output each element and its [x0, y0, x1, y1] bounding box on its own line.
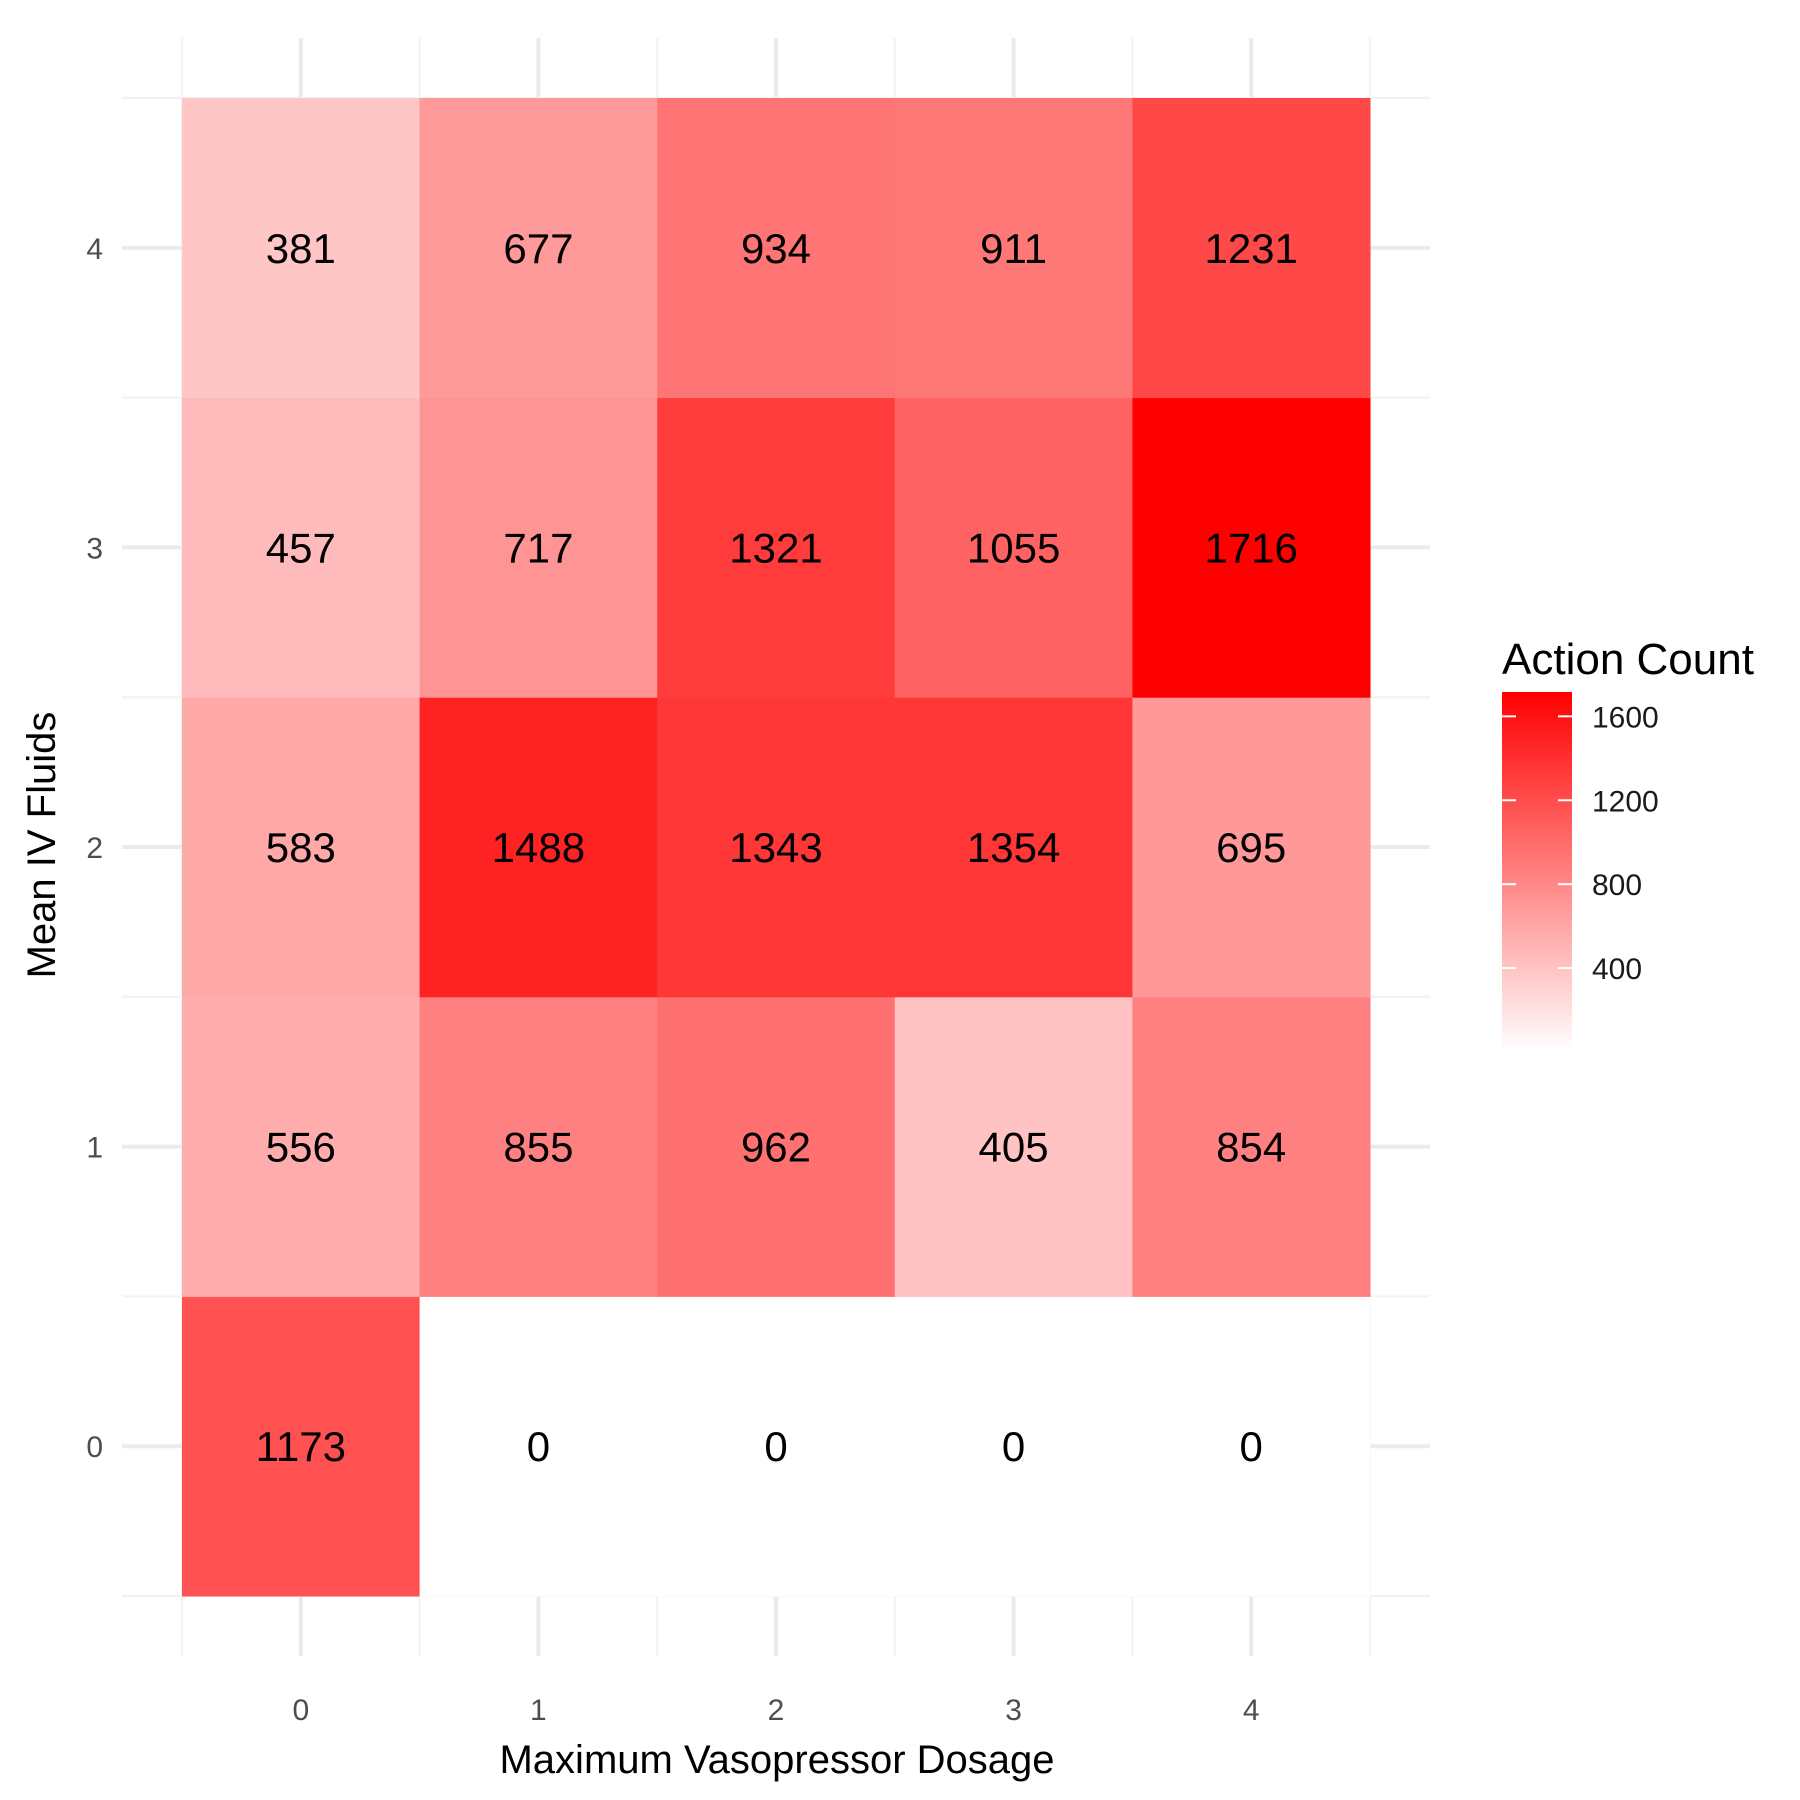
y-tick-label: 0: [86, 1431, 103, 1464]
heatmap-cell: [657, 1296, 896, 1597]
cell-value-label: 854: [1216, 1124, 1286, 1171]
cell-value-label: 962: [741, 1124, 811, 1171]
cell-value-label: 717: [503, 524, 573, 571]
heatmap-cell: [182, 996, 421, 1297]
x-axis-ticks: 0 1 2 3 4: [292, 1694, 1259, 1727]
heatmap-cells: [182, 98, 1371, 1597]
y-tick-label: 2: [86, 832, 103, 865]
heatmap-cell: [1132, 697, 1371, 998]
x-axis-title: Maximum Vasopressor Dosage: [499, 1738, 1054, 1782]
heatmap-cell: [419, 397, 658, 698]
heatmap-cell: [657, 996, 896, 1297]
y-tick-label: 3: [86, 532, 103, 565]
heatmap-cell: [182, 697, 421, 998]
heatmap-cell: [182, 98, 421, 399]
heatmap-cell: [894, 996, 1133, 1297]
cell-value-label: 457: [266, 524, 336, 571]
cell-value-labels: 1173 0 0 0 0 556 855 962 405 854 583 1488 1343 1354 69…: [256, 225, 1298, 1470]
legend-tick-label: 1600: [1592, 701, 1659, 734]
heatmap-cell: [1132, 996, 1371, 1297]
cell-value-label: 0: [527, 1423, 550, 1470]
cell-value-label: 381: [266, 225, 336, 272]
heatmap-cell: [1132, 98, 1371, 399]
heatmap-cell: [894, 1296, 1133, 1597]
x-tick-label: 2: [768, 1694, 785, 1727]
y-axis-ticks: 0 1 2 3 4: [86, 233, 103, 1464]
cell-value-label: 0: [1002, 1423, 1025, 1470]
heatmap-cell: [894, 697, 1133, 998]
legend-ticks: 400 800 1200 1600: [1502, 701, 1659, 986]
legend-color-bar: [1502, 692, 1572, 1052]
x-tick-label: 1: [530, 1694, 547, 1727]
cell-value-label: 1343: [729, 824, 822, 871]
heatmap-cell: [1132, 397, 1371, 698]
cell-value-label: 1716: [1204, 524, 1297, 571]
y-axis-title: Mean IV Fluids: [20, 712, 64, 979]
heatmap-cell: [182, 397, 421, 698]
cell-value-label: 0: [1240, 1423, 1263, 1470]
heatmap-cell: [419, 996, 658, 1297]
heatmap-cell: [419, 697, 658, 998]
cell-value-label: 1488: [492, 824, 585, 871]
cell-value-label: 583: [266, 824, 336, 871]
legend-tick-label: 1200: [1592, 785, 1659, 818]
heatmap-cell: [419, 98, 658, 399]
cell-value-label: 1055: [967, 524, 1060, 571]
legend-title: Action Count: [1502, 635, 1754, 684]
heatmap-cell: [657, 98, 896, 399]
heatmap-cell: [1132, 1296, 1371, 1597]
cell-value-label: 1231: [1204, 225, 1297, 272]
cell-value-label: 677: [503, 225, 573, 272]
cell-value-label: 1173: [256, 1423, 346, 1470]
cell-value-label: 0: [764, 1423, 787, 1470]
heatmap-cell: [657, 697, 896, 998]
cell-value-label: 405: [979, 1124, 1049, 1171]
heatmap-cell: [182, 1296, 421, 1597]
x-tick-label: 3: [1005, 1694, 1022, 1727]
y-tick-label: 4: [86, 233, 103, 266]
heatmap-cell: [894, 98, 1133, 399]
cell-value-label: 1321: [729, 524, 822, 571]
legend-tick-label: 800: [1592, 869, 1642, 902]
heatmap-cell: [419, 1296, 658, 1597]
y-tick-label: 1: [86, 1132, 103, 1165]
legend: Action Count 400 800 1200 1600: [1502, 635, 1754, 1052]
heatmap-cell: [894, 397, 1133, 698]
heatmap-cell: [657, 397, 896, 698]
cell-value-label: 695: [1216, 824, 1286, 871]
legend-tick-label: 400: [1592, 953, 1642, 986]
cell-value-label: 1354: [967, 824, 1060, 871]
cell-value-label: 855: [503, 1124, 573, 1171]
cell-value-label: 911: [980, 225, 1047, 272]
x-tick-label: 0: [292, 1694, 309, 1727]
x-tick-label: 4: [1243, 1694, 1260, 1727]
cell-value-label: 934: [741, 225, 811, 272]
cell-value-label: 556: [266, 1124, 336, 1171]
